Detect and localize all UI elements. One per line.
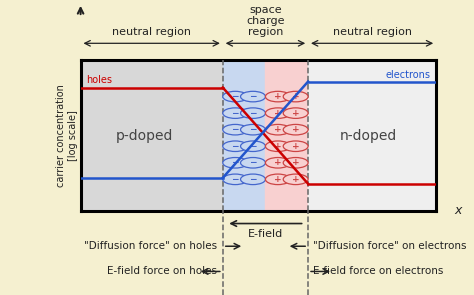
Text: +: +	[274, 125, 282, 134]
Text: −: −	[231, 142, 239, 151]
Text: E-field force on holes: E-field force on holes	[108, 266, 218, 276]
Text: E-field force on electrons: E-field force on electrons	[313, 266, 444, 276]
Circle shape	[283, 108, 308, 118]
Circle shape	[223, 158, 247, 168]
Text: −: −	[231, 175, 239, 184]
Text: "Diffusion force" on electrons: "Diffusion force" on electrons	[313, 241, 467, 251]
Text: space
charge
region: space charge region	[246, 5, 285, 37]
Circle shape	[223, 124, 247, 135]
Text: +: +	[292, 109, 300, 118]
Circle shape	[265, 124, 290, 135]
Text: −: −	[249, 175, 257, 184]
Circle shape	[223, 91, 247, 102]
Circle shape	[241, 108, 265, 118]
Text: E-field: E-field	[248, 230, 283, 240]
Circle shape	[265, 91, 290, 102]
Text: holes: holes	[86, 75, 112, 85]
Circle shape	[223, 141, 247, 152]
Text: −: −	[249, 158, 257, 167]
Circle shape	[265, 141, 290, 152]
Text: −: −	[249, 142, 257, 151]
Text: +: +	[274, 92, 282, 101]
Circle shape	[283, 124, 308, 135]
Text: −: −	[249, 125, 257, 134]
Text: electrons: electrons	[386, 70, 431, 80]
Text: −: −	[231, 158, 239, 167]
Circle shape	[241, 174, 265, 185]
Text: n-doped: n-doped	[340, 129, 397, 143]
Circle shape	[283, 141, 308, 152]
Text: neutral region: neutral region	[333, 27, 411, 37]
Text: "Diffusion force" on holes: "Diffusion force" on holes	[84, 241, 218, 251]
Text: +: +	[274, 175, 282, 184]
Y-axis label: carrier concentration
[log scale]: carrier concentration [log scale]	[56, 84, 78, 187]
Circle shape	[265, 174, 290, 185]
Text: +: +	[292, 92, 300, 101]
Circle shape	[283, 158, 308, 168]
Text: neutral region: neutral region	[112, 27, 191, 37]
Text: +: +	[274, 109, 282, 118]
Text: +: +	[274, 142, 282, 151]
Circle shape	[265, 108, 290, 118]
Circle shape	[241, 158, 265, 168]
Circle shape	[241, 124, 265, 135]
Circle shape	[283, 91, 308, 102]
Circle shape	[283, 174, 308, 185]
Text: −: −	[249, 92, 257, 101]
Text: p-doped: p-doped	[116, 129, 173, 143]
Text: +: +	[292, 125, 300, 134]
Text: −: −	[231, 92, 239, 101]
Text: +: +	[292, 158, 300, 167]
Text: +: +	[274, 158, 282, 167]
Circle shape	[241, 91, 265, 102]
Circle shape	[241, 141, 265, 152]
Text: +: +	[292, 175, 300, 184]
Text: −: −	[231, 125, 239, 134]
Circle shape	[223, 174, 247, 185]
Text: −: −	[249, 109, 257, 118]
Circle shape	[265, 158, 290, 168]
Text: −: −	[231, 109, 239, 118]
Text: +: +	[292, 142, 300, 151]
Circle shape	[223, 108, 247, 118]
Text: x: x	[454, 204, 461, 217]
